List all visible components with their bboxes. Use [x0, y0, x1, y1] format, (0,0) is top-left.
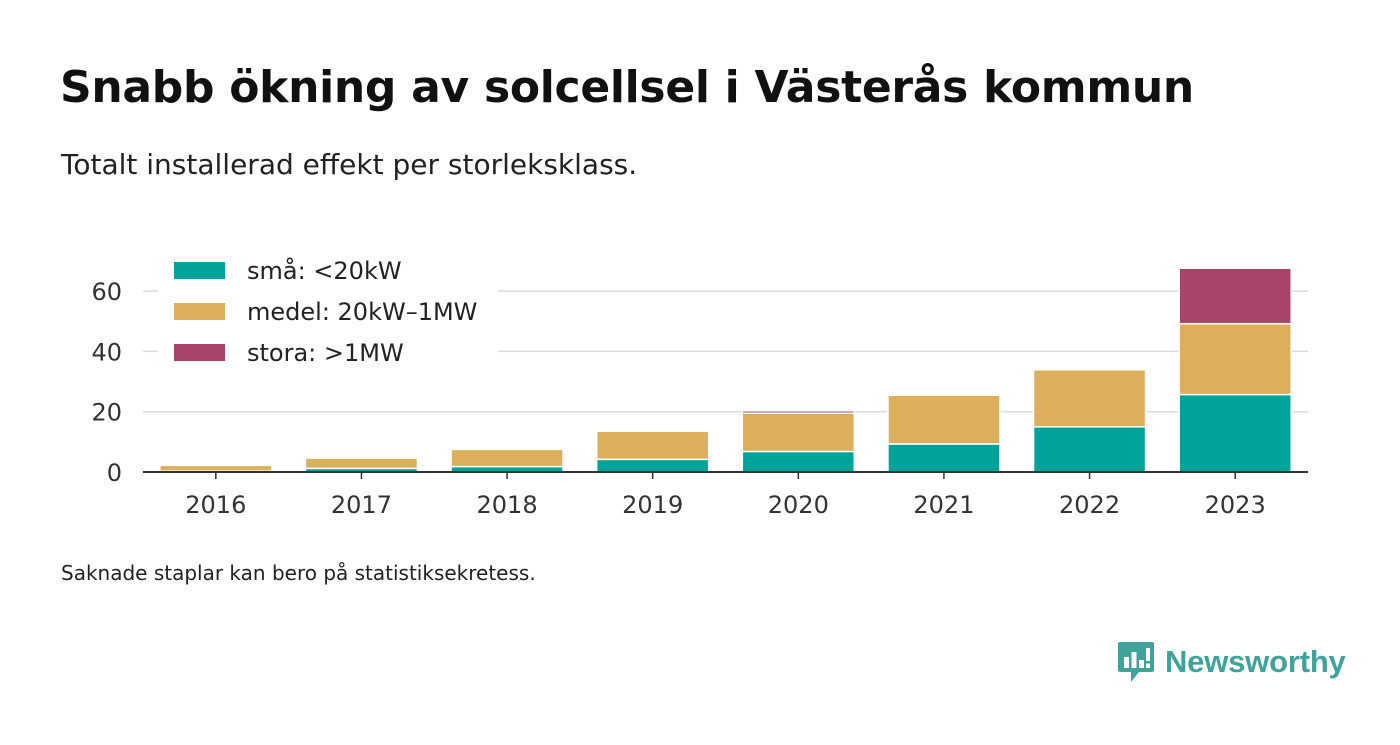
- bar-segment: [595, 430, 710, 461]
- legend-label: medel: 20kW–1MW: [247, 298, 477, 326]
- x-tick-label: 2020: [768, 491, 829, 519]
- bar-segment: [159, 464, 273, 472]
- bar-segment: [304, 457, 419, 470]
- y-tick-label: 0: [107, 459, 122, 487]
- newsworthy-logo-icon: [1118, 642, 1154, 682]
- x-tick-label: 2019: [622, 491, 683, 519]
- brand-name: Newsworthy: [1165, 644, 1346, 679]
- legend: små: <20kW medel: 20kW–1MW stora: >1MW: [158, 256, 498, 382]
- x-tick-label: 2017: [331, 491, 392, 519]
- bar-segment: [595, 458, 710, 473]
- legend-swatch: [174, 262, 225, 279]
- chart-title: Snabb ökning av solcellsel i Västerås ko…: [60, 62, 1194, 113]
- bar-segment: [741, 410, 856, 414]
- bar-segment: [887, 443, 1001, 473]
- y-tick-label: 20: [91, 399, 122, 427]
- y-tick-label: 40: [91, 338, 122, 366]
- legend-swatch: [174, 344, 225, 361]
- footnote: Saknade staplar kan bero på statistiksek…: [61, 561, 536, 585]
- x-tick-label: 2023: [1205, 491, 1266, 519]
- bars: [159, 267, 1292, 473]
- bar-segment: [450, 448, 564, 468]
- x-tick-label: 2018: [477, 491, 538, 519]
- chart-subtitle: Totalt installerad effekt per storlekskl…: [61, 148, 638, 181]
- legend-label: små: <20kW: [247, 256, 402, 285]
- bar-segment: [1178, 322, 1292, 396]
- x-tick-label: 2022: [1059, 491, 1120, 519]
- bar-segment: [741, 450, 856, 473]
- axes: 0 20 40 60 2016 2017 2018 2019 2020 2021 2022 2023: [91, 278, 1308, 519]
- bar-segment: [887, 394, 1001, 445]
- bar-segment: [1032, 369, 1147, 428]
- x-tick-label: 2021: [913, 491, 974, 519]
- legend-swatch: [174, 303, 225, 320]
- bar-segment: [741, 412, 856, 453]
- bar-segment: [1178, 267, 1292, 325]
- y-tick-label: 60: [91, 278, 122, 306]
- bar-segment: [1032, 426, 1147, 473]
- brand-logo[interactable]: Newsworthy: [1117, 640, 1346, 684]
- x-tick-label: 2016: [185, 491, 246, 519]
- legend-label: stora: >1MW: [247, 339, 404, 367]
- bar-segment: [1178, 393, 1292, 473]
